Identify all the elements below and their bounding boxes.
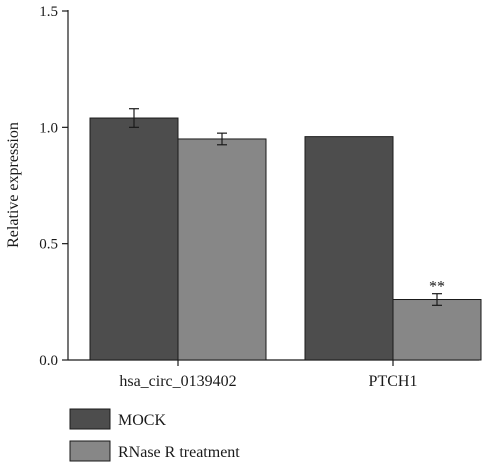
legend: MOCK RNase R treatment bbox=[69, 408, 240, 462]
y-axis: 0.0 0.5 1.0 1.5 bbox=[39, 4, 69, 369]
bar-rnase-r-0 bbox=[177, 138, 267, 361]
y-axis-label: Relative expression bbox=[5, 122, 22, 248]
bars: ** bbox=[89, 108, 482, 361]
legend-swatch-mock bbox=[69, 408, 111, 430]
bar-mock-0 bbox=[89, 117, 179, 361]
bar-mock-1 bbox=[304, 136, 394, 361]
y-tick-label: 1.0 bbox=[39, 120, 58, 136]
x-tick-label: PTCH1 bbox=[369, 373, 418, 390]
y-tick-label: 0.0 bbox=[39, 353, 58, 369]
y-tick-label: 0.5 bbox=[39, 237, 58, 253]
legend-label-rnase-r: RNase R treatment bbox=[118, 444, 240, 461]
legend-label-mock: MOCK bbox=[118, 412, 166, 429]
x-tick-label: hsa_circ_0139402 bbox=[119, 373, 236, 390]
legend-swatch-rnase-r bbox=[69, 440, 111, 462]
bar-rnase-r-1 bbox=[392, 299, 482, 361]
y-tick-label: 1.5 bbox=[39, 4, 58, 20]
significance-marker: ** bbox=[429, 279, 445, 296]
x-axis: hsa_circ_0139402 PTCH1 bbox=[68, 359, 479, 390]
